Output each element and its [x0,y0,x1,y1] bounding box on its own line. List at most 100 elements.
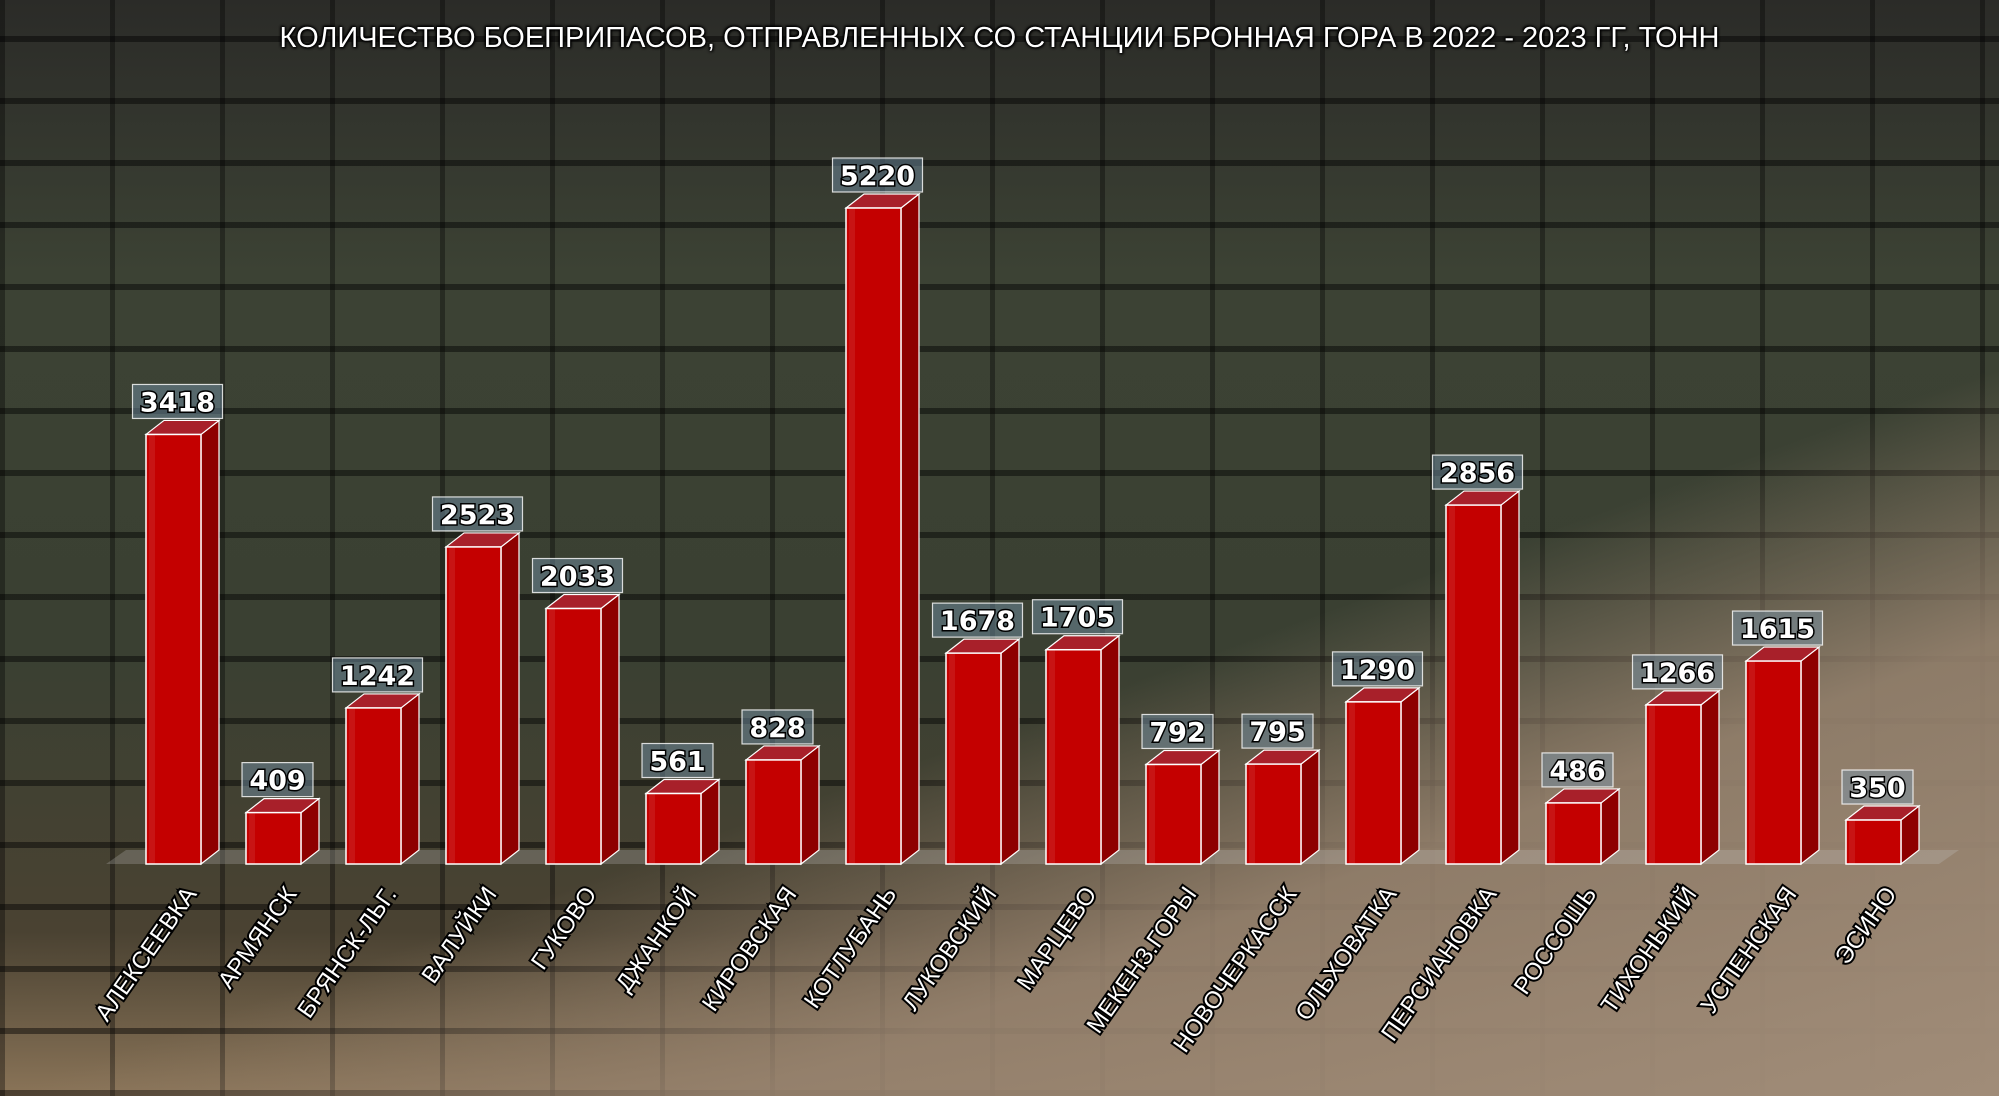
data-label: 486 [1549,756,1605,787]
data-label: 1290 [1340,655,1415,686]
data-label: 2856 [1440,458,1515,489]
bar-highlight [949,653,955,864]
bar [1745,660,1802,865]
bar [345,707,402,865]
bar-highlight [1549,802,1555,864]
bar-highlight [1749,661,1755,864]
data-label: 1615 [1740,614,1815,645]
bar-highlight [1349,701,1355,864]
bar-side [500,531,520,866]
data-label-box [1631,654,1724,690]
data-label-box [1331,651,1424,687]
bar-highlight [1849,820,1855,864]
bar [1245,763,1302,865]
data-label-box [741,709,814,745]
bar-highlight [1449,505,1455,864]
bar [945,652,1002,865]
bar-side [800,744,820,866]
bar [145,433,202,865]
data-label: 792 [1149,717,1205,748]
data-label: 409 [249,766,305,797]
bar-highlight [349,707,355,864]
data-label: 561 [649,746,705,777]
bar [1645,704,1702,865]
bar-highlight [249,812,255,864]
category-label: ТИХОНЬКИЙ [1595,881,1702,1018]
bar-side [200,419,220,866]
bar [845,207,902,865]
data-label-box [241,762,314,798]
data-label-box [431,496,524,532]
bar [1045,648,1102,865]
data-label-box [1141,713,1214,750]
bar-highlight [1649,704,1655,864]
category-label: ВАЛУЙКИ [416,881,503,988]
bar-highlight [549,608,555,864]
data-label-box [331,657,424,693]
bar-side [1700,689,1720,866]
data-label-box [831,157,924,193]
bar-side [1500,489,1520,866]
category-label: УСПЕНСКАЯ [1696,882,1803,1019]
data-label-box [1541,752,1614,788]
bar [1845,819,1902,865]
bar-highlight [649,793,655,864]
data-label-box [1731,610,1824,646]
data-label: 1266 [1640,658,1715,689]
data-label-box [1841,769,1914,805]
bar-highlight [849,208,855,864]
data-label: 5220 [840,161,915,192]
bar [445,546,502,865]
category-label: ЛУКОВСКИЙ [897,881,1003,1015]
category-label: РОССОШЬ [1509,882,1603,1000]
category-label: КОТЛУБАНЬ [799,882,902,1014]
chart-title: КОЛИЧЕСТВО БОЕПРИПАСОВ, ОТПРАВЛЕННЫХ СО … [279,22,1720,54]
bar-side [600,593,620,866]
bar-side [1400,686,1420,866]
bar [1545,802,1602,865]
bar-highlight [1149,764,1155,864]
bar [245,811,302,865]
category-label: МАРЦЕВО [1012,882,1103,996]
bar [1445,504,1502,865]
category-label: ДЖАНКОЙ [610,881,703,996]
category-label: МЕКЕНЗ.ГОРЫ [1082,882,1203,1038]
data-label-box [1431,454,1524,490]
category-label: ЭСИНО [1830,882,1903,969]
data-label: 1678 [940,606,1015,637]
bar-side [400,692,420,866]
category-label: ОЛЬХОВАТКА [1290,882,1402,1026]
data-label: 2033 [540,562,615,593]
bar-side [1000,637,1020,866]
bar-highlight [749,759,755,864]
bar-side [1800,645,1820,866]
bar-highlight [149,434,155,864]
bar [645,792,702,865]
category-label: КИРОВСКАЯ [697,882,802,1016]
bar-side [700,778,720,866]
data-label-box [1241,713,1314,749]
bar-side [1100,634,1120,866]
bar-highlight [1049,649,1055,864]
data-label-box [641,742,714,779]
data-label: 2523 [440,500,515,531]
category-label: АРМЯНСК [213,882,303,994]
data-label: 795 [1249,717,1305,748]
data-label-box [1031,599,1124,635]
data-label: 1242 [340,661,415,692]
bar-highlight [449,546,455,864]
data-label-box [131,383,224,420]
data-label: 350 [1849,773,1905,804]
category-label: БРЯНСК-ЛЬГ. [292,882,402,1023]
bar-side [900,192,920,866]
data-label: 3418 [140,387,215,418]
category-label: ГУКОВО [526,882,602,975]
data-label: 1705 [1040,603,1115,634]
bar-highlight [1249,764,1255,864]
data-label-box [931,602,1024,638]
bar-side [1200,749,1220,866]
bar [545,607,602,865]
bar-side [1300,748,1320,866]
bar [1145,763,1202,865]
